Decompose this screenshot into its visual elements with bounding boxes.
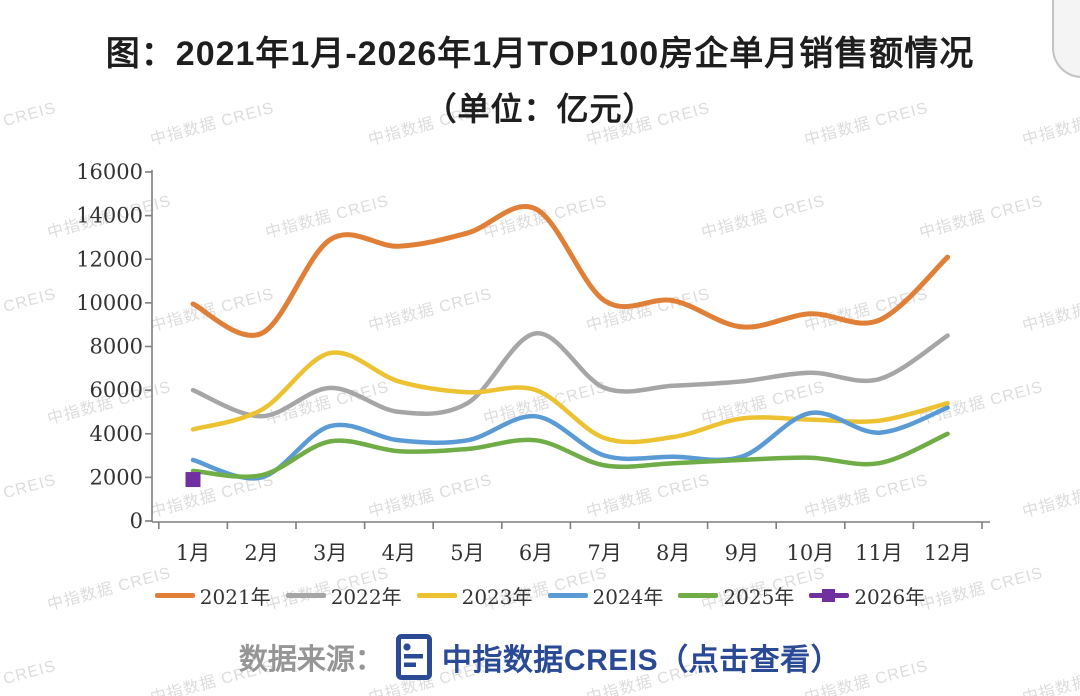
legend-item-2026年: 2026年 — [809, 581, 925, 610]
source-link[interactable]: 中指数据CREIS（点击查看） — [395, 634, 842, 680]
legend-label: 2023年 — [461, 585, 533, 609]
legend-item-2023年: 2023年 — [416, 581, 533, 610]
y-tick-label: 0 — [130, 509, 143, 533]
legend-item-2024年: 2024年 — [547, 581, 664, 610]
x-tick-label: 8月 — [656, 541, 690, 565]
document-icon — [395, 634, 432, 680]
series-line-2024年 — [190, 405, 950, 481]
legend-item-2022年: 2022年 — [285, 581, 402, 610]
series-line-2022年 — [190, 331, 950, 419]
chart-legend: 2021年 2022年 2023年 2024年 2025年 2026年 — [0, 581, 1080, 610]
y-tick-label: 2000 — [90, 465, 143, 489]
legend-label: 2022年 — [330, 585, 402, 609]
y-tick-label: 12000 — [76, 247, 143, 271]
x-tick-label: 4月 — [382, 541, 416, 565]
x-tick-label: 10月 — [787, 541, 835, 565]
legend-swatch — [678, 593, 719, 598]
chart-subtitle-unit: （单位：亿元） — [424, 91, 656, 127]
source-link-label: 中指数据CREIS（点击查看） — [441, 644, 842, 677]
legend-label: 2024年 — [592, 585, 664, 609]
x-tick-label: 5月 — [450, 541, 484, 565]
x-tick-label: 12月 — [924, 541, 972, 565]
x-tick-label: 6月 — [519, 541, 553, 565]
x-tick-label: 3月 — [313, 541, 347, 565]
x-tick-label: 2月 — [244, 541, 278, 565]
source-prefix-label: 数据来源： — [238, 644, 384, 676]
legend-label: 2026年 — [854, 585, 926, 609]
legend-label: 2025年 — [723, 585, 795, 609]
y-tick-label: 6000 — [90, 378, 143, 402]
x-tick-label: 1月 — [176, 541, 210, 565]
y-tick-label: 8000 — [90, 335, 143, 359]
series-marker-2026年 — [185, 472, 201, 488]
legend-swatch — [809, 589, 850, 602]
legend-swatch — [285, 593, 326, 598]
y-tick-label: 10000 — [76, 291, 143, 315]
legend-label: 2021年 — [199, 585, 271, 609]
legend-item-2025年: 2025年 — [678, 581, 794, 610]
y-tick-label: 16000 — [76, 160, 143, 184]
x-tick-label: 7月 — [587, 541, 621, 565]
legend-swatch — [154, 593, 195, 598]
series-line-2025年 — [190, 431, 950, 479]
series-line-2023年 — [190, 350, 950, 445]
x-tick-label: 9月 — [725, 541, 759, 565]
y-tick-label: 4000 — [90, 422, 143, 446]
y-tick-label: 14000 — [76, 204, 143, 228]
legend-swatch — [416, 593, 457, 598]
series-line-2021年 — [190, 204, 951, 338]
chart-title: 图：2021年1月-2026年1月TOP100房企单月销售额情况 — [105, 35, 975, 73]
legend-item-2021年: 2021年 — [154, 581, 271, 610]
x-tick-label: 11月 — [855, 541, 903, 565]
legend-swatch — [547, 593, 588, 598]
source-row: 数据来源： 中指数据CREIS（点击查看） — [0, 634, 1080, 680]
legend-square-marker — [822, 589, 836, 602]
